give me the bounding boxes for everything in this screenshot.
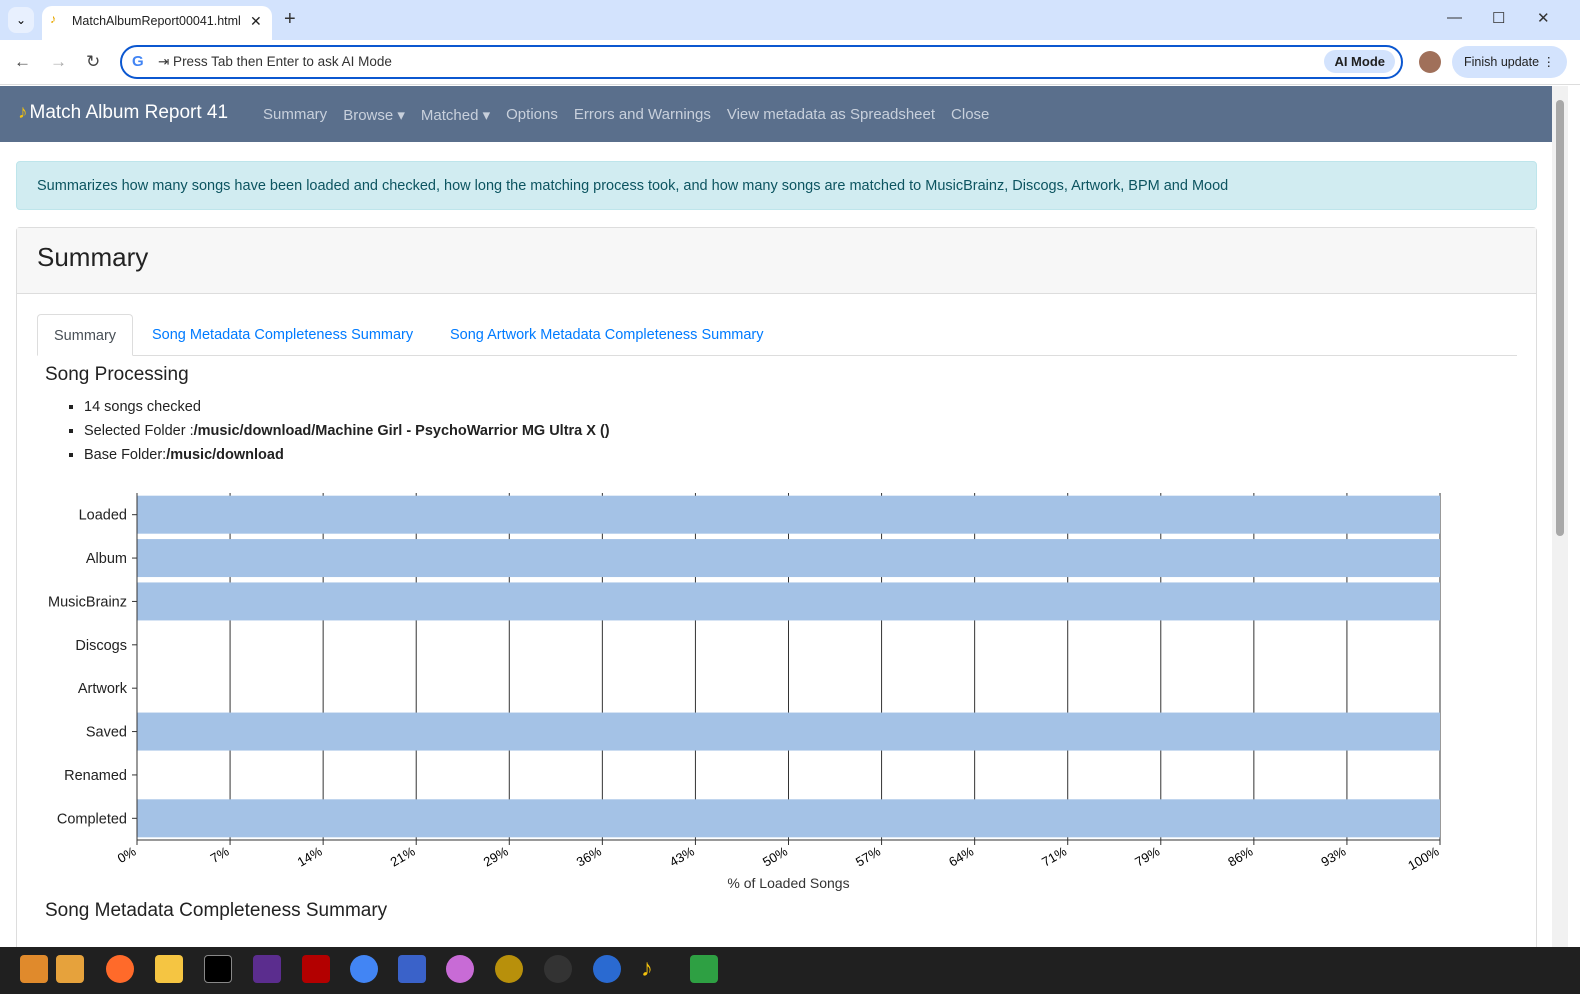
x-tick-label: 43% [667, 843, 697, 869]
card-tabs: Summary Song Metadata Completeness Summa… [37, 314, 1517, 356]
gift-icon[interactable] [20, 955, 48, 983]
thunderbird-icon[interactable] [593, 955, 621, 983]
item-label: 14 songs checked [84, 399, 201, 415]
network-icon[interactable] [398, 955, 426, 983]
x-tick-label: 57% [853, 843, 883, 869]
ultraedit-icon[interactable] [495, 955, 523, 983]
bar-saved [137, 712, 1440, 751]
nav-matched[interactable]: Matched ▾ [420, 107, 491, 124]
y-tick-label: Renamed [64, 768, 127, 784]
card-title: Summary [17, 228, 1536, 294]
x-tick-label: 86% [1225, 843, 1255, 869]
address-bar[interactable]: G ⇥ Press Tab then Enter to ask AI Mode AI… [120, 45, 1403, 79]
forward-button[interactable]: → [50, 52, 67, 71]
minimize-button[interactable]: — [1447, 9, 1462, 26]
scrollbar-thumb[interactable] [1556, 100, 1564, 536]
x-tick-label: 64% [946, 843, 976, 869]
tab-summary[interactable]: Summary [37, 314, 134, 356]
brand[interactable]: ♪ Match Album Report 41 [18, 102, 228, 124]
ai-mode-button[interactable]: AI Mode [1324, 50, 1395, 73]
address-placeholder: ⇥ Press Tab then Enter to ask AI Mode [158, 54, 392, 69]
intellij-icon[interactable] [253, 955, 281, 983]
tab-search-button[interactable]: ⌄ [8, 7, 34, 33]
y-tick-label: MusicBrainz [48, 594, 127, 610]
x-tick-label: 71% [1039, 843, 1069, 869]
nav-spreadsheet[interactable]: View metadata as Spreadsheet [726, 106, 936, 123]
item-value: /music/download/Machine Girl - PsychoWar… [193, 423, 610, 439]
info-alert: Summarizes how many songs have been load… [16, 161, 1537, 210]
nav-summary[interactable]: Summary [263, 106, 328, 123]
nav-browse[interactable]: Browse ▾ [343, 107, 405, 124]
bar-loaded [137, 495, 1440, 534]
google-icon: G [132, 53, 144, 70]
tab-title: MatchAlbumReport00041.html [72, 14, 241, 28]
bar-completed [137, 799, 1440, 838]
music-note-icon: ♪ [18, 102, 28, 123]
browser-tab[interactable]: ♪ MatchAlbumReport00041.html ✕ [42, 6, 272, 40]
tab-artwork-metadata[interactable]: Song Artwork Metadata Completeness Summa… [450, 327, 764, 343]
nav-options[interactable]: Options [506, 106, 558, 123]
summary-card: Summary Summary Song Metadata Completene… [16, 227, 1537, 967]
tab-song-metadata[interactable]: Song Metadata Completeness Summary [152, 327, 414, 343]
file-explorer-icon[interactable] [155, 955, 183, 983]
maximize-button[interactable]: ☐ [1492, 10, 1506, 27]
item-value: /music/download [166, 447, 284, 463]
item-label: Selected Folder : [84, 423, 194, 439]
processing-list: 14 songs checked Selected Folder :/music… [68, 399, 610, 471]
list-item: 14 songs checked [84, 399, 610, 423]
list-item: Base Folder:/music/download [84, 447, 610, 471]
taskbar: ♪ [0, 947, 1580, 994]
x-tick-label: 79% [1132, 843, 1162, 869]
x-tick-label: 36% [574, 843, 604, 869]
y-tick-label: Loaded [79, 508, 127, 524]
reload-button[interactable]: ↻ [86, 52, 101, 71]
terminal-icon[interactable] [204, 955, 232, 983]
profile-avatar[interactable] [1419, 51, 1441, 73]
brand-title: Match Album Report 41 [29, 102, 229, 123]
item-label: Base Folder: [84, 447, 167, 463]
processing-chart: 0% 7% 14% 21% 29% 36% 43% 50% 57% 64% 71% 79% 86% 93%… [48, 493, 1442, 891]
x-tick-label: 100% [1405, 843, 1442, 873]
x-tick-label: 50% [760, 843, 790, 869]
paint-icon[interactable] [446, 955, 474, 983]
y-tick-label: Artwork [78, 681, 128, 697]
metadata-completeness-heading: Song Metadata Completeness Summary [45, 900, 388, 921]
new-tab-button[interactable]: + [284, 8, 296, 30]
close-window-button[interactable]: ✕ [1537, 10, 1550, 27]
x-tick-label: 0% [115, 843, 139, 866]
x-tick-label: 7% [208, 843, 232, 866]
bar-musicbrainz [137, 582, 1440, 621]
page-scrollbar[interactable] [1552, 86, 1568, 947]
chrome-icon[interactable] [350, 955, 378, 983]
spreadsheet-icon[interactable] [690, 955, 718, 983]
list-item: Selected Folder :/music/download/Machine… [84, 423, 610, 447]
bar-album [137, 539, 1440, 578]
firefox-icon[interactable] [106, 955, 134, 983]
nav-close[interactable]: Close [951, 106, 990, 123]
x-tick-label: 21% [388, 843, 418, 869]
close-tab-icon[interactable]: ✕ [250, 13, 262, 29]
x-tick-label: 14% [295, 843, 325, 869]
y-tick-label: Saved [86, 725, 127, 741]
x-axis-label: % of Loaded Songs [727, 875, 849, 891]
filezilla-icon[interactable] [302, 955, 330, 983]
bag-icon[interactable] [56, 955, 84, 983]
nav-errors[interactable]: Errors and Warnings [573, 106, 711, 123]
song-processing-heading: Song Processing [45, 364, 189, 385]
x-tick-label: 29% [481, 843, 511, 869]
y-tick-label: Completed [57, 811, 127, 827]
music-note-icon: ♪ [50, 12, 57, 26]
music-player-icon[interactable] [544, 955, 572, 983]
app-navbar: ♪ Match Album Report 41 Summary Browse ▾ … [0, 86, 1552, 142]
browser-toolbar: ← → ↻ G ⇥ Press Tab then Enter to ask AI … [0, 40, 1580, 85]
music-note-icon[interactable]: ♪ [641, 955, 653, 982]
y-tick-label: Discogs [75, 638, 127, 654]
x-tick-label: 93% [1318, 843, 1348, 869]
back-button[interactable]: ← [14, 52, 31, 71]
y-tick-label: Album [86, 551, 127, 567]
finish-update-button[interactable]: Finish update ⋮ [1452, 46, 1568, 78]
browser-tab-strip: ⌄ ♪ MatchAlbumReport00041.html ✕ + — ☐ ✕ [0, 0, 1580, 40]
